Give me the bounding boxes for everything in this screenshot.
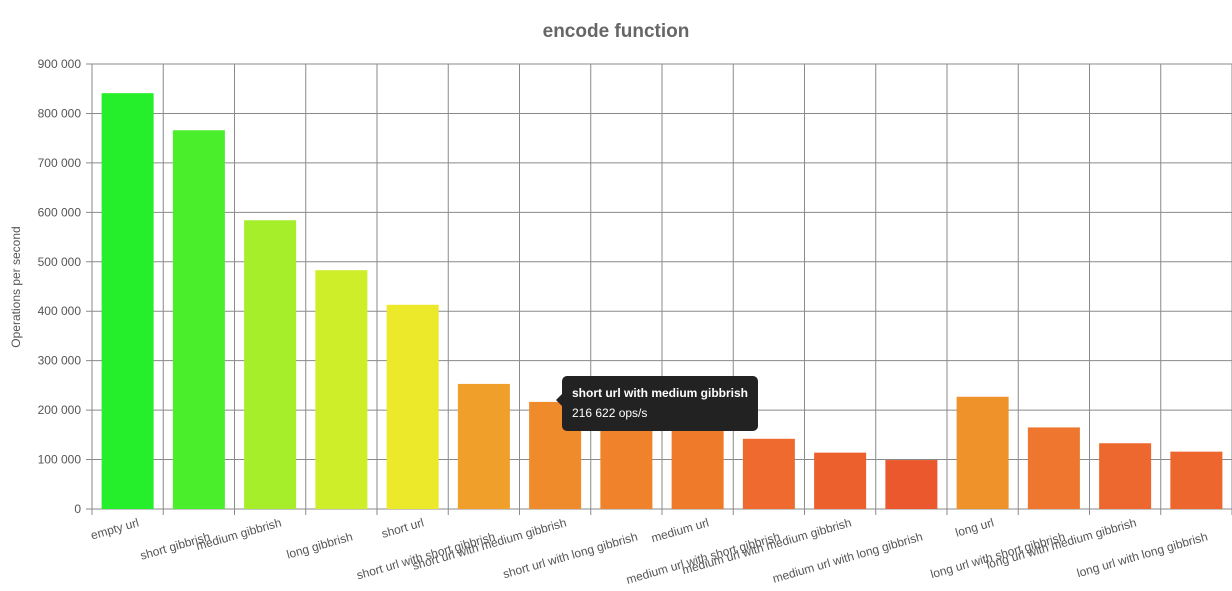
tooltip-value: 216 622 ops/s <box>572 406 648 420</box>
x-tick-label: long gibbrish <box>285 529 354 561</box>
y-tick-label: 200 000 <box>38 403 82 417</box>
bar[interactable] <box>885 460 938 509</box>
bar[interactable] <box>172 130 225 509</box>
y-tick-label: 900 000 <box>38 57 82 71</box>
x-tick-label: empty url <box>89 515 140 542</box>
bar[interactable] <box>742 438 795 509</box>
y-tick-label: 700 000 <box>38 156 82 170</box>
bar[interactable] <box>671 420 724 509</box>
bar[interactable] <box>956 396 1009 509</box>
bar[interactable] <box>315 270 368 509</box>
tooltip-arrow <box>556 394 562 406</box>
y-tick-label: 800 000 <box>38 106 82 120</box>
bar[interactable] <box>1170 451 1223 509</box>
bar[interactable] <box>386 304 439 509</box>
y-axis-label: Operations per second <box>9 226 23 347</box>
tooltip-title: short url with medium gibbrish <box>572 386 749 400</box>
y-tick-label: 0 <box>74 502 81 516</box>
y-tick-label: 100 000 <box>38 453 82 467</box>
bar[interactable] <box>814 452 867 509</box>
y-tick-label: 300 000 <box>38 354 82 368</box>
x-tick-label: long url <box>954 515 996 539</box>
x-tick-label: short url <box>380 515 426 540</box>
x-tick-label: medium url <box>650 515 711 545</box>
bar[interactable] <box>244 220 297 509</box>
bar[interactable] <box>101 93 154 509</box>
bar[interactable] <box>457 383 510 509</box>
bar-tooltip: short url with medium gibbrish 216 622 o… <box>556 376 759 431</box>
y-axis-ticks: 0 100 000 200 000 300 000 400 000 500 000 600 … <box>38 57 82 516</box>
bar[interactable] <box>1099 443 1152 509</box>
bar[interactable] <box>1027 427 1080 509</box>
y-tick-label: 600 000 <box>38 205 82 219</box>
y-tick-label: 500 000 <box>38 255 82 269</box>
bars <box>101 93 1223 509</box>
y-tick-label: 400 000 <box>38 304 82 318</box>
chart-title: encode function <box>543 21 690 42</box>
